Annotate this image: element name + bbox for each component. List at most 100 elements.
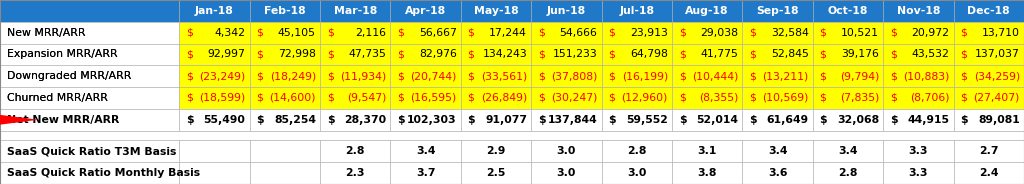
Text: $: $ [890, 28, 897, 38]
Text: 54,666: 54,666 [560, 28, 597, 38]
Text: $: $ [538, 49, 545, 59]
Bar [250, 140, 319, 162]
Text: 2.8: 2.8 [345, 146, 365, 156]
Text: $: $ [186, 93, 193, 103]
Bar [390, 109, 461, 131]
Text: (26,849): (26,849) [481, 93, 527, 103]
Text: 17,244: 17,244 [489, 28, 527, 38]
Text: $: $ [538, 71, 545, 81]
Text: (11,934): (11,934) [340, 71, 386, 81]
Bar [179, 44, 250, 65]
Text: (9,794): (9,794) [840, 71, 879, 81]
Bar [672, 22, 742, 44]
Bar [742, 0, 813, 22]
Text: 39,176: 39,176 [842, 49, 879, 59]
Bar [883, 87, 953, 109]
Text: New MRR/ARR: New MRR/ARR [7, 28, 86, 38]
Bar [953, 0, 1024, 22]
Bar [179, 140, 250, 162]
Bar [0, 109, 179, 131]
Text: SaaS Quick Ratio Monthly Basis: SaaS Quick Ratio Monthly Basis [7, 168, 201, 178]
Text: Feb-18: Feb-18 [264, 6, 305, 16]
Bar [601, 44, 672, 65]
Text: Downgraded MRR/ARR: Downgraded MRR/ARR [7, 71, 131, 81]
Text: $: $ [750, 71, 756, 81]
Bar [319, 0, 390, 22]
Text: $: $ [397, 115, 404, 125]
Bar [390, 0, 461, 22]
Text: 3.0: 3.0 [557, 146, 577, 156]
Text: 13,710: 13,710 [982, 28, 1020, 38]
Bar [601, 140, 672, 162]
Bar [953, 65, 1024, 87]
Text: $: $ [468, 93, 474, 103]
Text: 32,584: 32,584 [771, 28, 809, 38]
Bar [531, 65, 601, 87]
Bar [601, 162, 672, 184]
Text: $: $ [397, 49, 404, 59]
Text: $: $ [608, 115, 616, 125]
Text: Churned MRR/ARR: Churned MRR/ARR [7, 93, 109, 103]
Bar [179, 22, 250, 44]
Bar [883, 109, 953, 131]
Bar [883, 22, 953, 44]
Text: $: $ [961, 93, 968, 103]
Bar [601, 0, 672, 22]
Bar [461, 140, 531, 162]
Text: Sep-18: Sep-18 [757, 6, 799, 16]
Text: $: $ [890, 49, 897, 59]
Bar [0, 0, 179, 22]
Text: Apr-18: Apr-18 [406, 6, 446, 16]
Bar [461, 44, 531, 65]
Bar [742, 140, 813, 162]
Text: (20,744): (20,744) [411, 71, 457, 81]
Text: $: $ [397, 71, 404, 81]
Bar [0, 140, 179, 162]
Bar [250, 44, 319, 65]
Text: (7,835): (7,835) [840, 93, 879, 103]
Text: 10,521: 10,521 [841, 28, 879, 38]
Text: (13,211): (13,211) [763, 71, 809, 81]
Polygon shape [0, 115, 38, 125]
Text: 2.4: 2.4 [979, 168, 998, 178]
Bar [742, 65, 813, 87]
Text: 2.3: 2.3 [345, 168, 365, 178]
Text: Jul-18: Jul-18 [620, 6, 654, 16]
Text: 64,798: 64,798 [630, 49, 668, 59]
Bar [179, 87, 250, 109]
Bar [461, 162, 531, 184]
Bar [742, 109, 813, 131]
Bar [531, 87, 601, 109]
Text: $: $ [256, 93, 263, 103]
Text: 61,649: 61,649 [767, 115, 809, 125]
Text: Aug-18: Aug-18 [685, 6, 729, 16]
Bar [179, 162, 250, 184]
Text: May-18: May-18 [474, 6, 518, 16]
Bar [813, 0, 883, 22]
Text: (23,249): (23,249) [200, 71, 246, 81]
Text: $: $ [890, 115, 898, 125]
Text: 28,370: 28,370 [344, 115, 386, 125]
Text: 20,972: 20,972 [911, 28, 949, 38]
Text: $: $ [750, 49, 756, 59]
Bar [461, 22, 531, 44]
Text: $: $ [961, 115, 968, 125]
Bar [390, 65, 461, 87]
Text: 2.7: 2.7 [979, 146, 998, 156]
Bar [390, 44, 461, 65]
Bar [531, 44, 601, 65]
Text: 2,116: 2,116 [355, 28, 386, 38]
Text: $: $ [961, 49, 968, 59]
Bar [813, 22, 883, 44]
Text: 2.8: 2.8 [627, 146, 646, 156]
Text: (30,247): (30,247) [551, 93, 597, 103]
Bar [531, 162, 601, 184]
Text: $: $ [961, 28, 968, 38]
Bar [390, 162, 461, 184]
Bar [250, 87, 319, 109]
Text: $: $ [679, 49, 686, 59]
Text: 4,342: 4,342 [214, 28, 246, 38]
Bar [813, 140, 883, 162]
Text: (10,444): (10,444) [692, 71, 738, 81]
Bar [531, 22, 601, 44]
